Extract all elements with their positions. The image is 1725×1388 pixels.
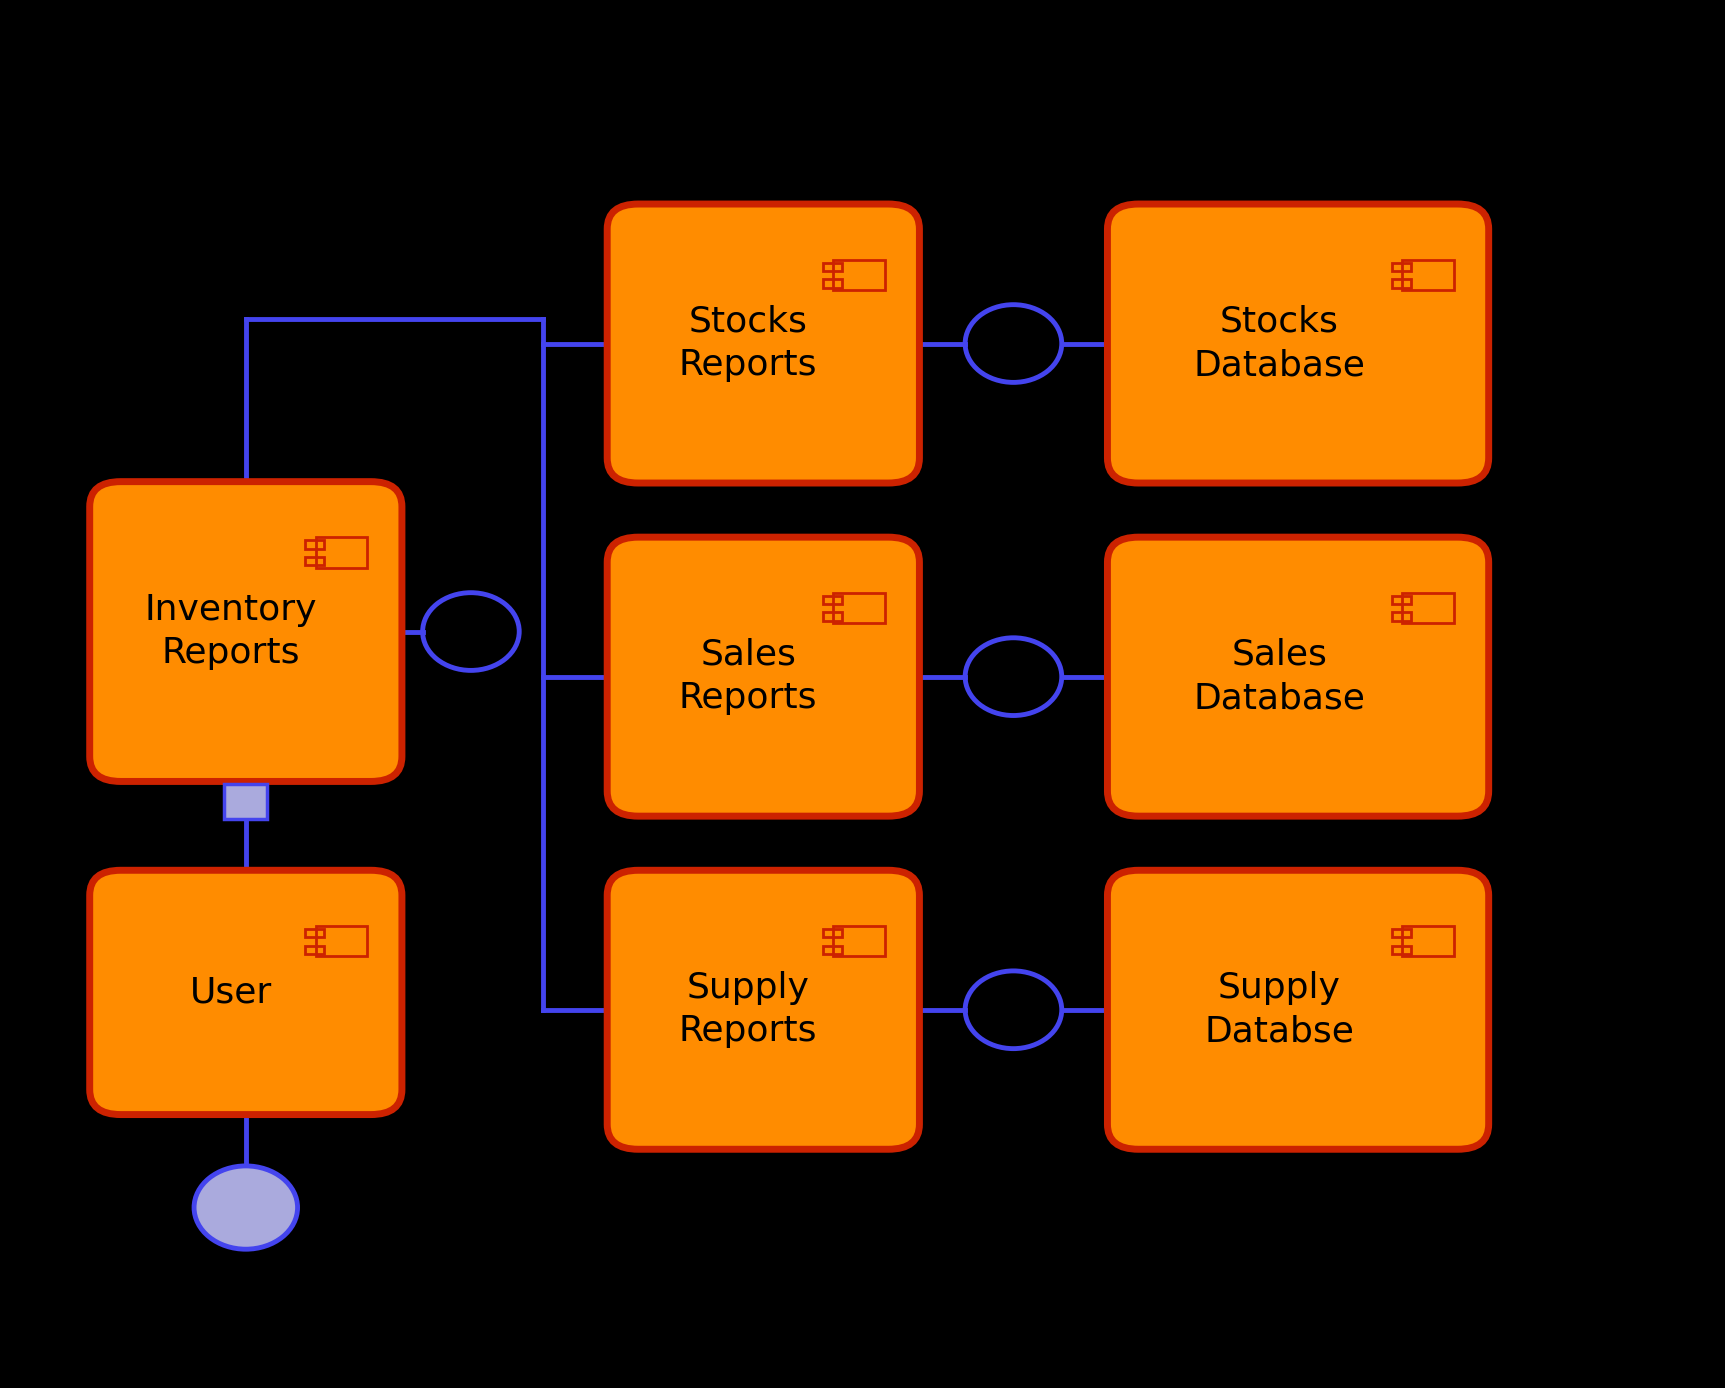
FancyBboxPatch shape (607, 537, 919, 816)
FancyBboxPatch shape (224, 784, 267, 819)
FancyBboxPatch shape (1107, 537, 1489, 816)
FancyBboxPatch shape (90, 482, 402, 781)
Text: Sales
Reports: Sales Reports (680, 638, 818, 715)
Text: Inventory
Reports: Inventory Reports (145, 593, 317, 670)
Text: User: User (190, 976, 273, 1009)
FancyBboxPatch shape (1107, 870, 1489, 1149)
Circle shape (193, 1166, 297, 1249)
FancyBboxPatch shape (607, 204, 919, 483)
FancyBboxPatch shape (90, 870, 402, 1115)
Text: Supply
Databse: Supply Databse (1204, 972, 1354, 1048)
Text: Supply
Reports: Supply Reports (680, 972, 818, 1048)
FancyBboxPatch shape (607, 870, 919, 1149)
Text: Stocks
Reports: Stocks Reports (680, 305, 818, 382)
Text: Sales
Database: Sales Database (1194, 638, 1366, 715)
FancyBboxPatch shape (1107, 204, 1489, 483)
Text: Stocks
Database: Stocks Database (1194, 305, 1366, 382)
